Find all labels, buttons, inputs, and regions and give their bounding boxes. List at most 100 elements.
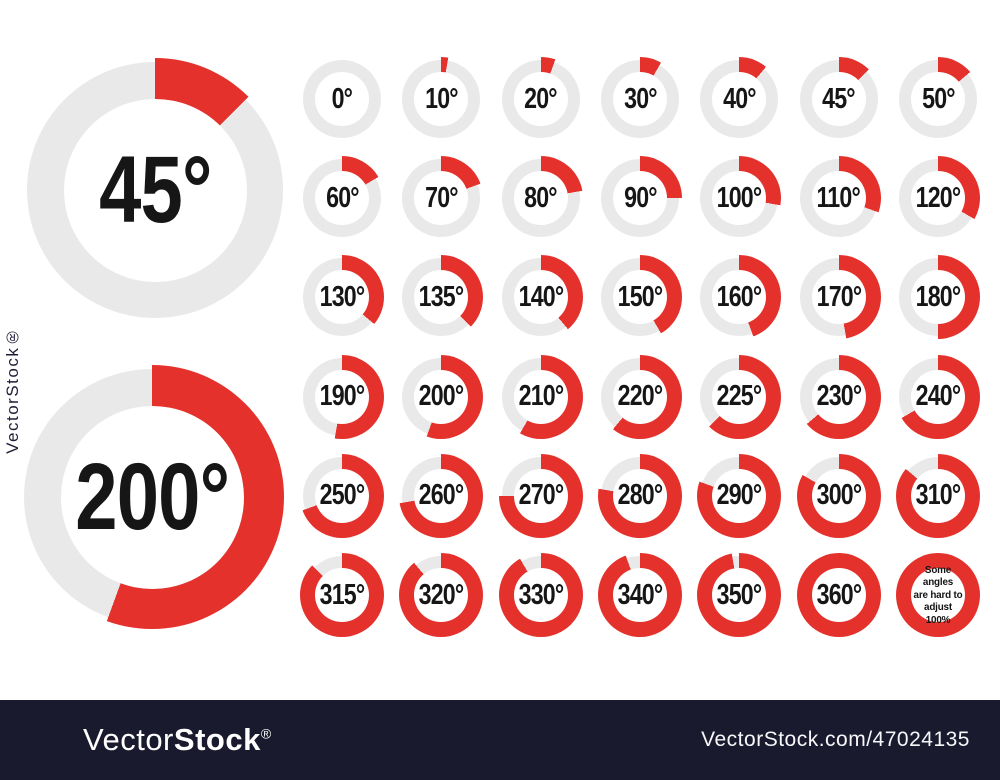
angle-label: 250° [319, 479, 366, 512]
angle-label: 210° [518, 380, 564, 413]
angle-donut-320: 320° [399, 553, 484, 637]
donut-hole: 270° [513, 468, 568, 523]
angle-donut-250: 250° [300, 453, 384, 538]
angle-label: 190° [319, 380, 366, 413]
donut-hole: 300° [811, 468, 866, 523]
angle-donut-225: 225° [697, 354, 782, 439]
angle-donut-310: 310° [895, 453, 980, 538]
angle-donut-240: 240° [895, 354, 980, 439]
donut-hole: 45° [63, 98, 247, 282]
angle-donut-360: 360° [796, 553, 881, 637]
angle-label: 260° [418, 479, 465, 512]
angle-donut-0: 0° [303, 60, 381, 138]
angle-label: 220° [617, 380, 664, 413]
angle-label: 110° [816, 181, 861, 214]
donut-hole: 130° [315, 270, 369, 325]
angle-label: 50° [921, 82, 955, 115]
registered-mark: ® [260, 725, 272, 742]
angle-label: 130° [319, 280, 366, 313]
donut-hole: 100° [712, 171, 767, 226]
logo-vector-text: Vector [83, 722, 174, 757]
angle-label: 280° [617, 479, 664, 512]
donut-hole: 290° [712, 468, 767, 523]
angle-donut-180: 180° [895, 255, 980, 340]
donut-hole: 30° [612, 72, 667, 126]
angle-label: 340° [617, 578, 664, 611]
angle-donut-100: 100° [697, 156, 782, 241]
angle-donut-170: 170° [796, 255, 881, 340]
angle-donut-10: 10° [399, 57, 484, 141]
angle-label: 60° [325, 181, 359, 214]
angle-donut-160: 160° [697, 255, 782, 340]
donut-hole: 360° [811, 568, 866, 622]
angle-donut-150: 150° [597, 255, 682, 340]
donut-hole: 320° [414, 568, 469, 622]
angle-label: 270° [518, 479, 564, 512]
angle-label: 290° [716, 479, 763, 512]
angle-label: 150° [617, 280, 664, 313]
angle-donut-200: 200° [20, 365, 284, 629]
angle-label: 350° [716, 578, 763, 611]
angle-donut-60: 60° [300, 156, 384, 241]
angle-donut-330: 330° [498, 553, 583, 637]
donut-hole: 200° [60, 405, 244, 589]
angle-donut-45: 45° [796, 57, 881, 141]
donut-hole: 210° [513, 369, 568, 424]
donut-hole: 310° [910, 468, 965, 523]
donut-hole: 10° [414, 72, 469, 126]
angle-label: 20° [524, 82, 557, 115]
angle-donut-90: 90° [597, 156, 682, 241]
note-donut: Some angles are hard to adjust 100% [895, 553, 980, 637]
angle-donut-340: 340° [597, 553, 682, 637]
donut-hole: 50° [910, 72, 965, 126]
angle-donut-210: 210° [498, 354, 583, 439]
angle-label: 225° [716, 380, 763, 413]
donut-hole: 350° [712, 568, 767, 622]
donut-hole: 160° [712, 270, 767, 325]
donut-hole: 60° [315, 171, 369, 226]
donut-hole: 180° [910, 270, 965, 325]
angle-label: 240° [915, 380, 962, 413]
donut-hole: 170° [811, 270, 866, 325]
angle-donut-120: 120° [895, 156, 980, 241]
angle-label: 30° [623, 82, 657, 115]
watermark-url: VectorStock.com/47024135 [701, 728, 970, 751]
donut-hole: 40° [712, 72, 767, 126]
angle-donut-220: 220° [597, 354, 682, 439]
angle-donut-290: 290° [697, 453, 782, 538]
donut-hole: 260° [414, 468, 469, 523]
donut-hole: 340° [612, 568, 667, 622]
donut-hole: 200° [414, 369, 469, 424]
angle-label: 200° [418, 380, 465, 413]
angle-donut-200: 200° [399, 354, 484, 439]
angle-donut-40: 40° [697, 57, 782, 141]
donut-hole: 190° [315, 369, 369, 424]
angle-label: 310° [915, 479, 962, 512]
note-text: Some angles are hard to adjust 100% [913, 563, 963, 626]
donut-hole: 240° [910, 369, 965, 424]
angle-label: 160° [716, 280, 763, 313]
angle-label: 320° [418, 578, 465, 611]
angle-label: 120° [915, 181, 962, 214]
angle-donut-45: 45° [23, 58, 287, 322]
angle-donut-190: 190° [300, 354, 384, 439]
angle-donut-300: 300° [796, 453, 881, 538]
donut-hole: 230° [811, 369, 866, 424]
angle-donut-30: 30° [597, 57, 682, 141]
angle-label: 330° [518, 578, 564, 611]
side-watermark-text: VectorStock® [3, 326, 22, 454]
angle-label: 0° [331, 82, 353, 115]
angle-donut-315: 315° [300, 553, 384, 637]
angle-donut-20: 20° [498, 57, 583, 141]
logo-stock-text: Stock [173, 722, 261, 757]
angle-label: 90° [623, 181, 657, 214]
donut-hole: Some angles are hard to adjust 100% [910, 564, 965, 626]
donut-hole: 110° [811, 171, 866, 226]
angle-label: 180° [915, 280, 962, 313]
angle-donut-135: 135° [399, 255, 484, 340]
donut-hole: 70° [414, 171, 469, 226]
angle-donut-350: 350° [697, 553, 782, 637]
donut-hole: 135° [414, 270, 469, 325]
angle-donut-110: 110° [796, 156, 881, 241]
